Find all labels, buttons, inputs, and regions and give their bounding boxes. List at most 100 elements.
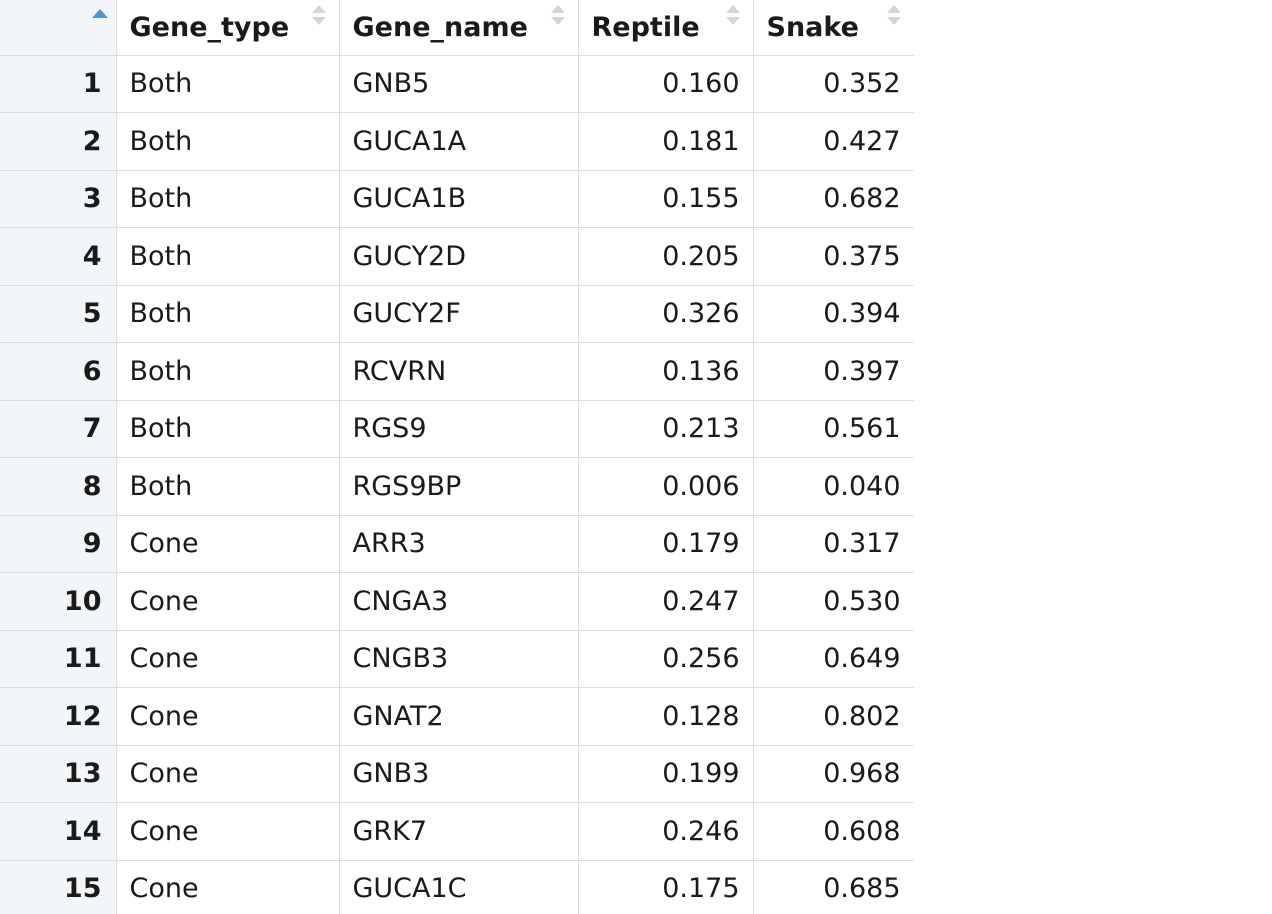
table-row: 7 Both RGS9 0.213 0.561	[0, 400, 914, 458]
column-header-index[interactable]	[0, 0, 117, 56]
reptile-value-cell: 0.199	[578, 745, 754, 803]
snake-value-cell: 0.608	[753, 802, 914, 861]
gene-type-cell: Both	[116, 112, 340, 171]
data-viewer: Gene_type Gene_name Reptile Snake 1 Both G…	[0, 0, 914, 914]
row-index-cell: 13	[0, 745, 117, 803]
reptile-value-cell: 0.006	[578, 457, 754, 516]
reptile-value-cell: 0.160	[578, 55, 754, 113]
row-index-cell: 9	[0, 515, 117, 573]
sort-toggle-icon[interactable]	[550, 5, 565, 29]
gene-name-cell: GNAT2	[339, 687, 579, 746]
snake-value-cell: 0.968	[753, 745, 914, 803]
sort-ascending-icon[interactable]	[91, 9, 108, 33]
gene-name-cell: GNB5	[339, 55, 579, 113]
column-header-snake[interactable]: Snake	[753, 0, 914, 56]
data-table: Gene_type Gene_name Reptile Snake 1 Both G…	[0, 0, 914, 914]
reptile-value-cell: 0.155	[578, 170, 754, 228]
row-index-cell: 6	[0, 342, 117, 401]
gene-name-cell: GUCY2F	[339, 285, 579, 343]
gene-type-cell: Cone	[116, 860, 340, 914]
row-index-cell: 11	[0, 630, 117, 688]
table-row: 5 Both GUCY2F 0.326 0.394	[0, 285, 914, 343]
gene-name-cell: ARR3	[339, 515, 579, 573]
reptile-value-cell: 0.246	[578, 802, 754, 861]
row-index-cell: 12	[0, 687, 117, 746]
row-index-cell: 10	[0, 572, 117, 631]
sort-toggle-icon[interactable]	[886, 5, 901, 29]
column-header-label: Snake	[766, 11, 859, 43]
snake-value-cell: 0.397	[753, 342, 914, 401]
row-index-cell: 7	[0, 400, 117, 458]
reptile-value-cell: 0.205	[578, 227, 754, 286]
gene-name-cell: GUCY2D	[339, 227, 579, 286]
reptile-value-cell: 0.326	[578, 285, 754, 343]
table-body: 1 Both GNB5 0.160 0.352 2 Both GUCA1A 0.181 0.427…	[0, 55, 914, 914]
column-header-gene-name[interactable]: Gene_name	[339, 0, 579, 56]
snake-value-cell: 0.649	[753, 630, 914, 688]
gene-type-cell: Cone	[116, 630, 340, 688]
reptile-value-cell: 0.256	[578, 630, 754, 688]
gene-type-cell: Both	[116, 400, 340, 458]
row-index-cell: 1	[0, 55, 117, 113]
table-row: 6 Both RCVRN 0.136 0.397	[0, 342, 914, 401]
gene-name-cell: GRK7	[339, 802, 579, 861]
snake-value-cell: 0.352	[753, 55, 914, 113]
snake-value-cell: 0.685	[753, 860, 914, 914]
gene-type-cell: Cone	[116, 745, 340, 803]
snake-value-cell: 0.394	[753, 285, 914, 343]
snake-value-cell: 0.561	[753, 400, 914, 458]
gene-type-cell: Both	[116, 285, 340, 343]
table-row: 10 Cone CNGA3 0.247 0.530	[0, 572, 914, 631]
gene-name-cell: GUCA1C	[339, 860, 579, 914]
table-row: 13 Cone GNB3 0.199 0.968	[0, 745, 914, 803]
snake-value-cell: 0.802	[753, 687, 914, 746]
column-header-label: Gene_name	[352, 11, 528, 43]
row-index-cell: 15	[0, 860, 117, 914]
gene-name-cell: RGS9BP	[339, 457, 579, 516]
gene-type-cell: Both	[116, 342, 340, 401]
gene-type-cell: Both	[116, 457, 340, 516]
column-header-reptile[interactable]: Reptile	[578, 0, 754, 56]
column-header-gene-type[interactable]: Gene_type	[116, 0, 340, 56]
gene-name-cell: RCVRN	[339, 342, 579, 401]
row-index-cell: 8	[0, 457, 117, 516]
table-row: 2 Both GUCA1A 0.181 0.427	[0, 112, 914, 171]
reptile-value-cell: 0.247	[578, 572, 754, 631]
table-row: 3 Both GUCA1B 0.155 0.682	[0, 170, 914, 228]
column-header-label: Gene_type	[129, 11, 290, 43]
gene-type-cell: Cone	[116, 515, 340, 573]
reptile-value-cell: 0.179	[578, 515, 754, 573]
table-row: 1 Both GNB5 0.160 0.352	[0, 55, 914, 113]
gene-name-cell: GUCA1B	[339, 170, 579, 228]
gene-type-cell: Cone	[116, 687, 340, 746]
gene-type-cell: Both	[116, 55, 340, 113]
reptile-value-cell: 0.213	[578, 400, 754, 458]
reptile-value-cell: 0.175	[578, 860, 754, 914]
table-header: Gene_type Gene_name Reptile Snake	[0, 0, 914, 56]
row-index-cell: 2	[0, 112, 117, 171]
table-row: 11 Cone CNGB3 0.256 0.649	[0, 630, 914, 688]
gene-type-cell: Both	[116, 227, 340, 286]
gene-type-cell: Both	[116, 170, 340, 228]
table-row: 9 Cone ARR3 0.179 0.317	[0, 515, 914, 573]
gene-name-cell: CNGB3	[339, 630, 579, 688]
snake-value-cell: 0.317	[753, 515, 914, 573]
gene-name-cell: CNGA3	[339, 572, 579, 631]
row-index-cell: 3	[0, 170, 117, 228]
reptile-value-cell: 0.128	[578, 687, 754, 746]
reptile-value-cell: 0.181	[578, 112, 754, 171]
snake-value-cell: 0.040	[753, 457, 914, 516]
gene-name-cell: GUCA1A	[339, 112, 579, 171]
gene-name-cell: GNB3	[339, 745, 579, 803]
table-row: 4 Both GUCY2D 0.205 0.375	[0, 227, 914, 286]
sort-toggle-icon[interactable]	[725, 5, 740, 29]
row-index-cell: 5	[0, 285, 117, 343]
sort-toggle-icon[interactable]	[311, 5, 326, 29]
snake-value-cell: 0.530	[753, 572, 914, 631]
table-row: 12 Cone GNAT2 0.128 0.802	[0, 687, 914, 746]
gene-type-cell: Cone	[116, 572, 340, 631]
gene-type-cell: Cone	[116, 802, 340, 861]
row-index-cell: 14	[0, 802, 117, 861]
table-row: 8 Both RGS9BP 0.006 0.040	[0, 457, 914, 516]
snake-value-cell: 0.375	[753, 227, 914, 286]
